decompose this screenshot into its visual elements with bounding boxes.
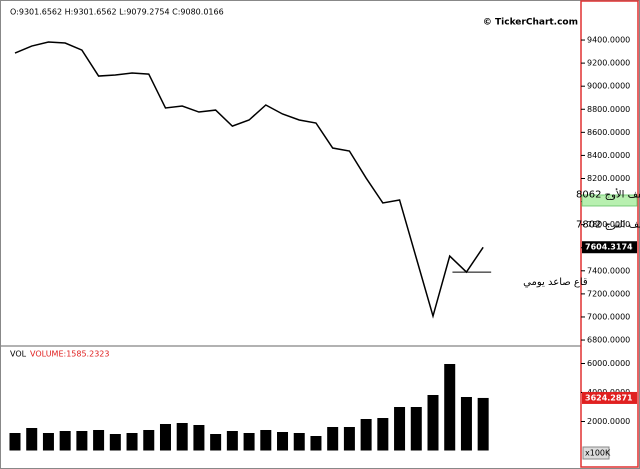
- highlight-band: [581, 194, 638, 207]
- volume-bar: [210, 433, 222, 451]
- volume-bar: [444, 363, 456, 451]
- volume-bar: [277, 431, 289, 451]
- volume-bar: [143, 429, 155, 451]
- last-value-box: [582, 241, 637, 254]
- volume-bar: [76, 430, 88, 451]
- unit-label: x100K: [585, 449, 611, 458]
- volume-bar: [109, 433, 121, 451]
- volume-bar: [260, 429, 272, 451]
- volume-bar: [460, 396, 472, 451]
- volume-bar: [226, 430, 238, 451]
- y-tick-label: 7000.0000: [587, 312, 630, 321]
- volume-bar: [176, 422, 188, 451]
- y-tick-label: 8800.0000: [587, 105, 630, 114]
- volume-subtitle: VOLUME:1585.2323: [30, 350, 109, 359]
- volume-bar: [59, 430, 71, 451]
- volume-bar: [42, 432, 54, 451]
- y-tick-label: 9400.0000: [587, 36, 630, 45]
- annotation: شفف الترج 7802: [576, 219, 640, 230]
- volume-bar: [394, 407, 406, 451]
- volume-bar: [9, 432, 21, 451]
- y-tick-label: 7800.0000: [587, 220, 630, 229]
- y-tick-label: 6000.0000: [587, 359, 630, 368]
- y-tick-label: 6800.0000: [587, 336, 630, 345]
- price-axis-frame: [580, 0, 639, 468]
- y-tick-label: 2000.0000: [587, 417, 630, 426]
- volume-bar: [343, 426, 355, 451]
- volume-bar: [327, 426, 339, 451]
- y-tick-label: 7200.0000: [587, 289, 630, 298]
- volume-bar: [243, 432, 255, 451]
- volume-bar: [26, 427, 38, 451]
- y-tick-label: 8600.0000: [587, 128, 630, 137]
- y-tick-label: 8200.0000: [587, 174, 630, 183]
- last-value-box: [582, 391, 637, 404]
- price-line: [14, 41, 484, 319]
- volume-bar: [410, 407, 422, 451]
- volume-title: VOL: [10, 350, 27, 359]
- volume-bar: [310, 436, 322, 451]
- support-label: قاع صاعد يومي: [523, 277, 588, 288]
- volume-bar: [360, 419, 372, 451]
- y-tick-label: 9200.0000: [587, 59, 630, 68]
- volume-bar: [159, 423, 171, 451]
- volume-bar: [427, 394, 439, 451]
- ohlc-header: O:9301.6562 H:9301.6562 L:9079.2754 C:90…: [10, 8, 224, 17]
- y-tick-label: 8400.0000: [587, 151, 630, 160]
- y-tick-label: 7400.0000: [587, 266, 630, 275]
- y-tick-label: 9000.0000: [587, 82, 630, 91]
- volume-bar: [477, 397, 489, 451]
- volume-bar: [377, 418, 389, 451]
- volume-bar: [126, 432, 138, 451]
- last-value-label: 7604.3174: [585, 243, 633, 252]
- last-value-label: 3624.2871: [585, 393, 633, 402]
- volume-bar: [93, 429, 105, 451]
- watermark: © TickerChart.com: [483, 18, 578, 28]
- volume-bar: [193, 424, 205, 451]
- annotation: شفف الأوج 8062: [576, 187, 640, 200]
- unit-box: [582, 446, 610, 460]
- volume-bar: [293, 432, 305, 451]
